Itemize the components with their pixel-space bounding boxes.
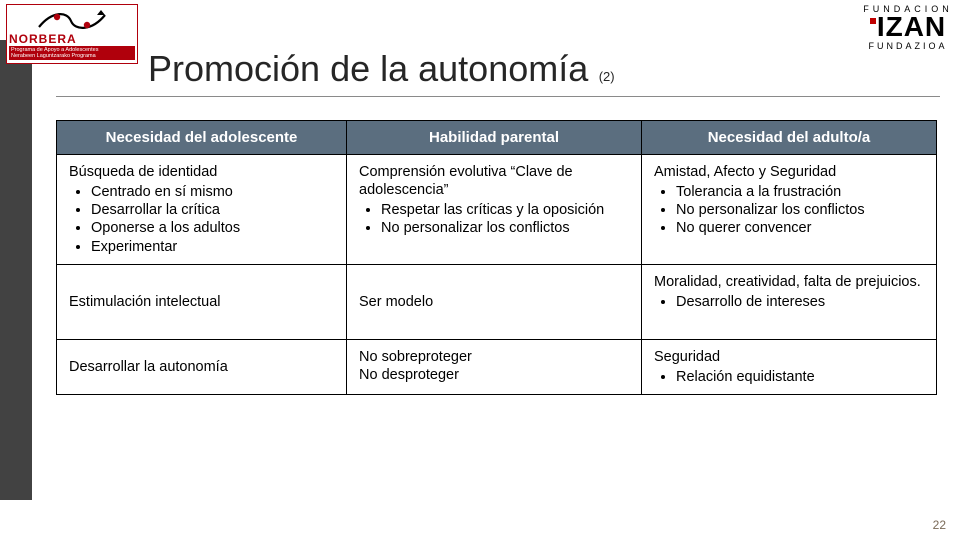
logo-izan: FUNDACION IZAN FUNDAZIOA [862,4,954,68]
cell-r3c2: No sobreproteger No desproteger [347,339,642,394]
cell-r1c1: Búsqueda de identidad Centrado en sí mis… [57,155,347,265]
table-header-row: Necesidad del adolescente Habilidad pare… [57,121,937,155]
left-sidebar-strip [0,40,32,500]
cell-r2c3: Moralidad, creatividad, falta de prejuic… [642,264,937,339]
logo-izan-main: IZAN [862,14,954,41]
title-underline [56,96,940,97]
col-header-2: Habilidad parental [347,121,642,155]
title-container: Promoción de la autonomía (2) [148,48,848,94]
logo-izan-dot [870,18,876,24]
slide: NORBERA Programa de Apoyo a Adolescentes… [0,0,960,540]
table-row: Estimulación intelectual Ser modelo Mora… [57,264,937,339]
page-title-suffix: (2) [599,69,615,84]
cell-r3c3: Seguridad Relación equidistante [642,339,937,394]
col-header-3: Necesidad del adulto/a [642,121,937,155]
cell-r3c1: Desarrollar la autonomía [57,339,347,394]
col-header-1: Necesidad del adolescente [57,121,347,155]
content-table: Necesidad del adolescente Habilidad pare… [56,120,937,395]
cell-r1c2: Comprensión evolutiva “Clave de adolesce… [347,155,642,265]
table-row: Búsqueda de identidad Centrado en sí mis… [57,155,937,265]
table-row: Desarrollar la autonomía No sobreprotege… [57,339,937,394]
logo-norbera: NORBERA Programa de Apoyo a Adolescentes… [6,4,138,64]
logo-norbera-brand: NORBERA [9,32,135,46]
cell-r2c1: Estimulación intelectual [57,264,347,339]
cell-r2c2: Ser modelo [347,264,642,339]
cell-r1c3: Amistad, Afecto y Seguridad Tolerancia a… [642,155,937,265]
page-number: 22 [933,518,946,532]
page-title: Promoción de la autonomía [148,48,588,89]
logo-izan-bottom: FUNDAZIOA [862,41,954,51]
logo-norbera-tagline: Programa de Apoyo a Adolescentes Nerabee… [9,46,135,60]
logo-norbera-graphic [37,9,107,31]
